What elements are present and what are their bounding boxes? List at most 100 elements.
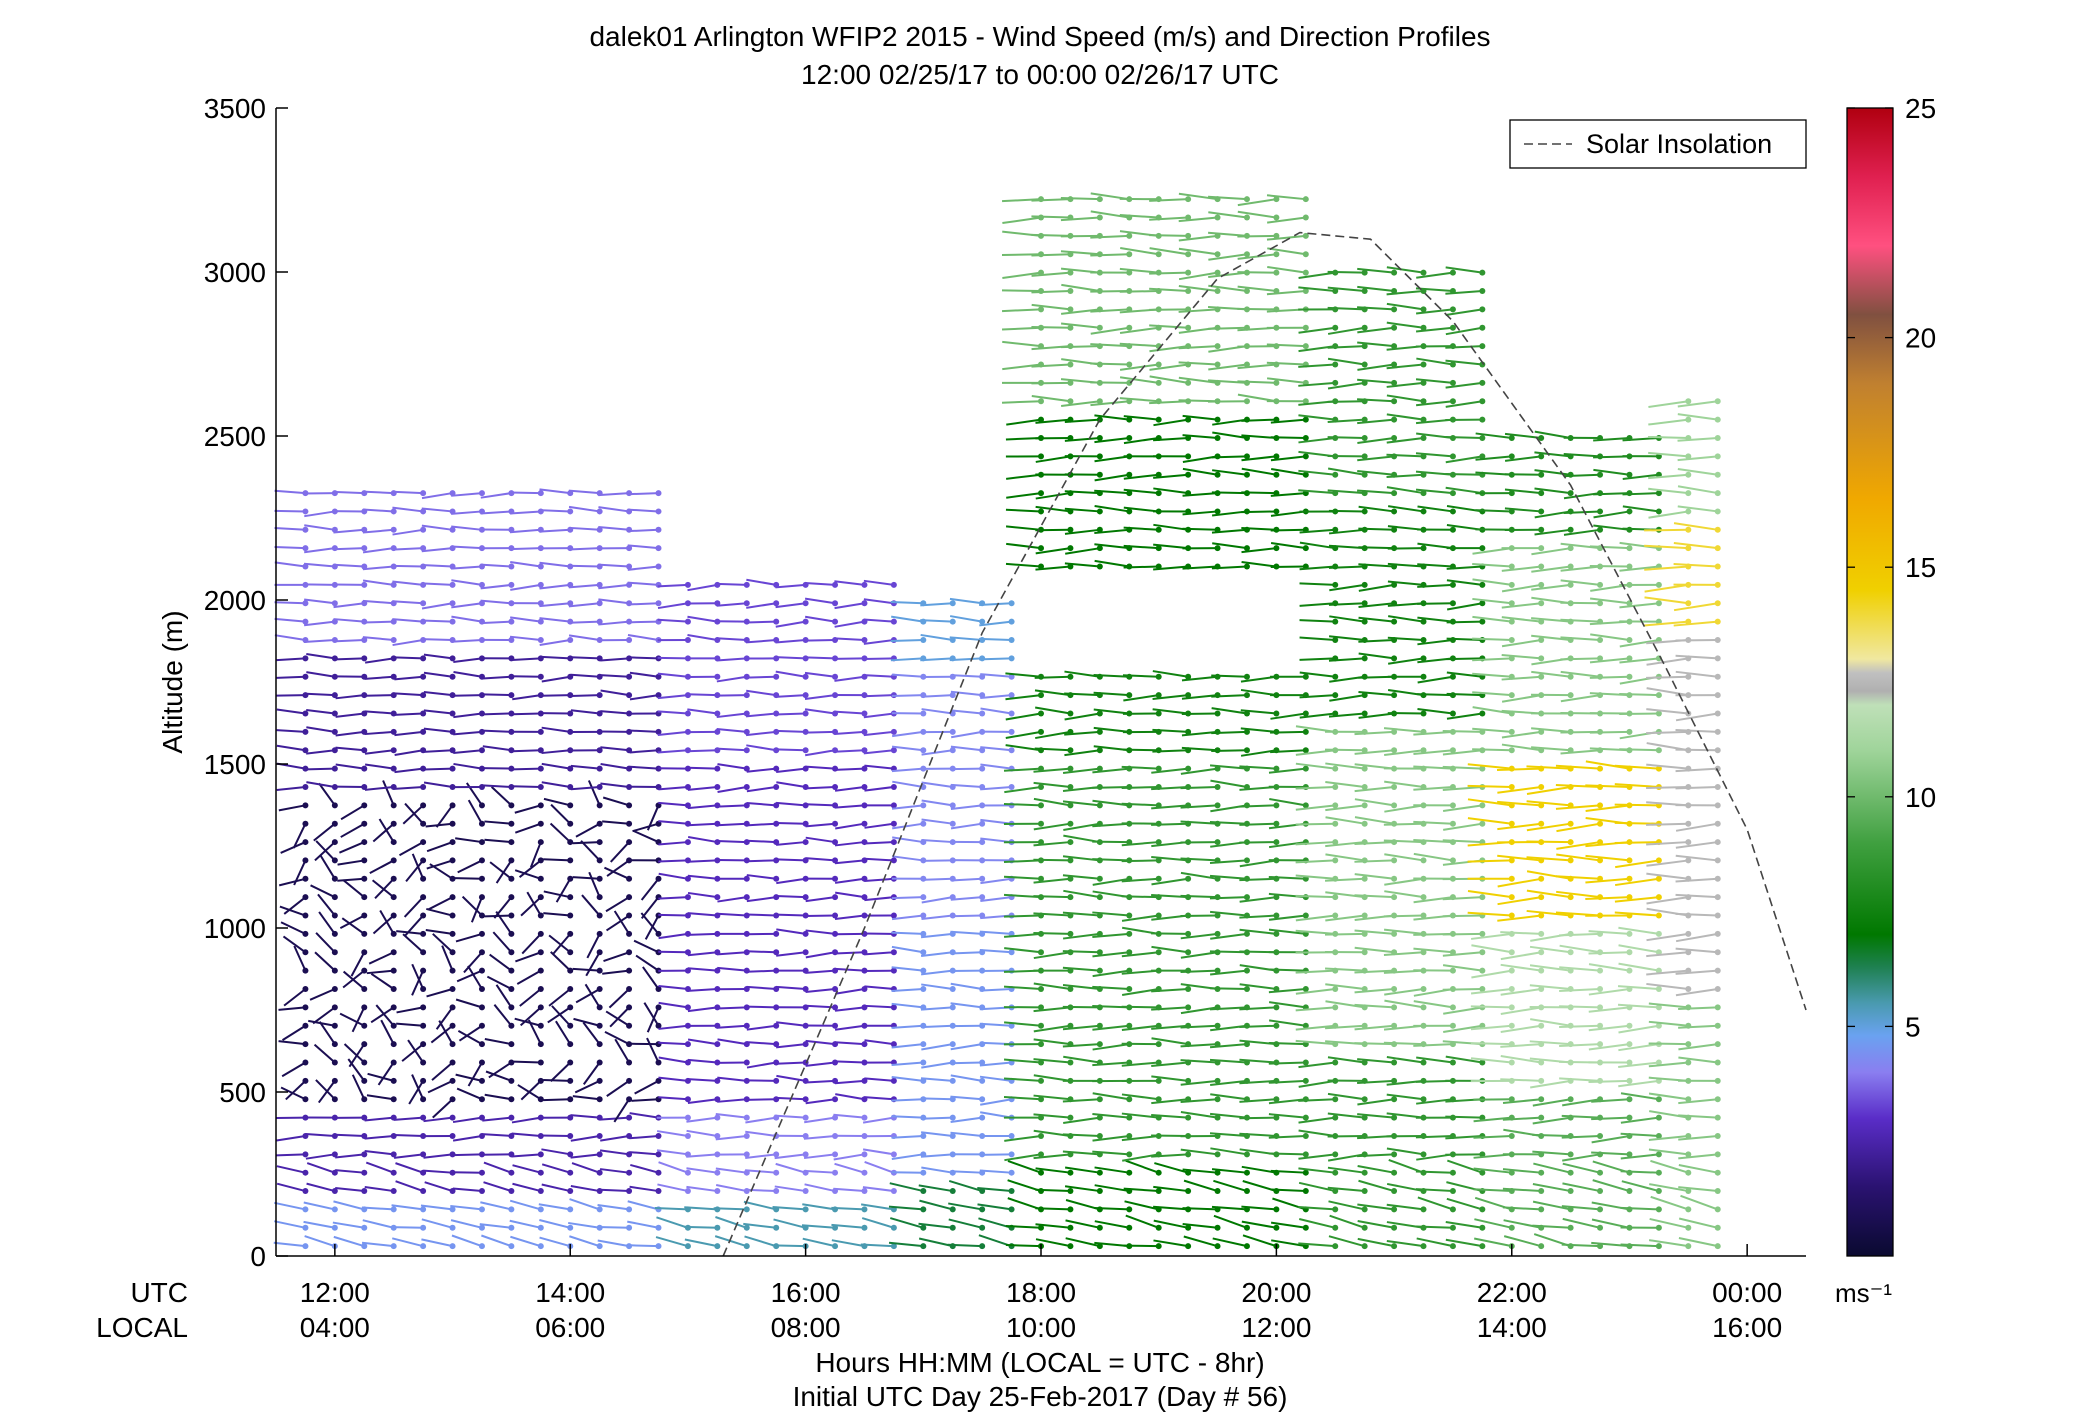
wind-barb-dot: [655, 692, 662, 699]
y-tick-label: 0: [250, 1241, 266, 1272]
wind-barb: [1446, 565, 1483, 570]
wind-barb: [1060, 308, 1100, 315]
wind-barb-dot: [420, 1022, 427, 1029]
wind-barb-dot: [1038, 453, 1044, 460]
wind-barb: [1064, 1166, 1100, 1174]
wind-barb: [891, 988, 924, 993]
wind-barb-dot: [449, 912, 456, 919]
wind-barb-dot: [420, 839, 427, 846]
wind-barb: [1241, 434, 1277, 439]
wind-barb: [421, 547, 453, 553]
wind-barb-dot: [743, 1151, 750, 1158]
wind-barb: [1324, 932, 1365, 936]
wind-barb: [1267, 216, 1306, 224]
wind-barb-dot: [302, 508, 309, 515]
wind-barb-dot: [1096, 875, 1103, 882]
wind-barb-dot: [802, 1132, 809, 1139]
wind-barb-dot: [1302, 434, 1309, 441]
wind-barb-dot: [684, 1243, 691, 1250]
wind-barb: [717, 966, 747, 972]
wind-barb-dot: [773, 1041, 780, 1048]
wind-barb-dot: [655, 1188, 662, 1195]
wind-barb: [1585, 896, 1630, 901]
wind-barb-dot: [1449, 820, 1456, 827]
wind-barb: [746, 767, 777, 773]
wind-barb-dot: [1449, 1243, 1456, 1250]
wind-barb: [1383, 914, 1424, 918]
wind-barb-dot: [508, 747, 515, 754]
wind-barb: [342, 879, 365, 898]
wind-barb-dot: [1185, 728, 1192, 735]
wind-barb: [862, 1148, 895, 1156]
wind-barb-dot: [1538, 490, 1545, 497]
wind-barb: [1413, 947, 1454, 954]
wind-barb: [1467, 911, 1512, 917]
wind-barb-dot: [1449, 1224, 1456, 1231]
wind-barb-dot: [1008, 1188, 1015, 1195]
wind-barb: [1328, 509, 1365, 513]
wind-barb: [1324, 748, 1365, 752]
wind-barb: [454, 877, 482, 880]
wind-barb: [1497, 822, 1542, 831]
wind-barb-dot: [1538, 581, 1545, 588]
wind-barb: [1266, 361, 1306, 366]
wind-barb: [1180, 1148, 1218, 1156]
wind-barb-dot: [1185, 1114, 1192, 1121]
wind-barb: [306, 708, 335, 715]
wind-barb: [1650, 1195, 1689, 1211]
wind-barb: [305, 1133, 335, 1137]
wind-barb-dot: [1332, 288, 1339, 295]
wind-barb-dot: [361, 912, 368, 919]
wind-barb: [335, 1153, 365, 1159]
wind-barb: [1413, 1043, 1453, 1047]
wind-barb: [1562, 1098, 1601, 1107]
wind-barb: [805, 785, 836, 790]
wind-barb-dot: [1214, 508, 1221, 515]
wind-barb: [1534, 487, 1571, 495]
wind-barb-dot: [420, 857, 427, 864]
wind-barb-dot: [773, 1077, 780, 1084]
colorbar-tick-label: 20: [1905, 323, 1936, 354]
wind-barb: [1033, 797, 1071, 807]
wind-barb: [1062, 1098, 1100, 1103]
wind-barb: [1123, 526, 1159, 531]
wind-barb-dot: [1391, 398, 1398, 405]
wind-barb-dot: [390, 728, 397, 735]
wind-barb: [1121, 1093, 1159, 1101]
wind-barb: [511, 767, 541, 771]
wind-barb-dot: [1626, 673, 1633, 680]
wind-barb: [627, 581, 659, 586]
wind-barb-dot: [537, 986, 544, 993]
wind-barb: [1035, 706, 1071, 715]
wind-barb: [1210, 1093, 1248, 1101]
wind-barb-dot: [478, 967, 485, 974]
wind-barb: [891, 855, 924, 862]
wind-barb: [1500, 951, 1542, 961]
wind-barb: [364, 1149, 394, 1156]
wind-barb-dot: [390, 1206, 397, 1213]
wind-barb: [1560, 670, 1601, 678]
wind-barb: [303, 583, 335, 586]
colorbar-tick-label: 15: [1905, 552, 1936, 583]
wind-barb: [426, 988, 453, 998]
wind-barb: [891, 1098, 924, 1102]
wind-barb: [1003, 767, 1042, 772]
wind-barb-dot: [1155, 251, 1162, 258]
wind-barb-dot: [1391, 1022, 1398, 1029]
wind-barb: [1467, 784, 1512, 788]
wind-barb-dot: [508, 1096, 515, 1103]
wind-barb: [538, 1203, 571, 1211]
wind-barb-dot: [1214, 434, 1221, 441]
wind-barb: [1267, 247, 1306, 256]
wind-barb-dot: [920, 912, 927, 919]
wind-barb: [716, 582, 747, 586]
wind-barb-dot: [331, 765, 338, 772]
wind-barb: [1442, 749, 1483, 756]
wind-barb-dot: [802, 949, 809, 956]
wind-barb: [1648, 400, 1689, 409]
wind-barb: [1094, 1184, 1130, 1193]
wind-barb-dot: [1626, 545, 1633, 552]
wind-barb: [1325, 841, 1365, 848]
wind-barb-dot: [832, 581, 839, 588]
wind-barb: [317, 1080, 336, 1104]
